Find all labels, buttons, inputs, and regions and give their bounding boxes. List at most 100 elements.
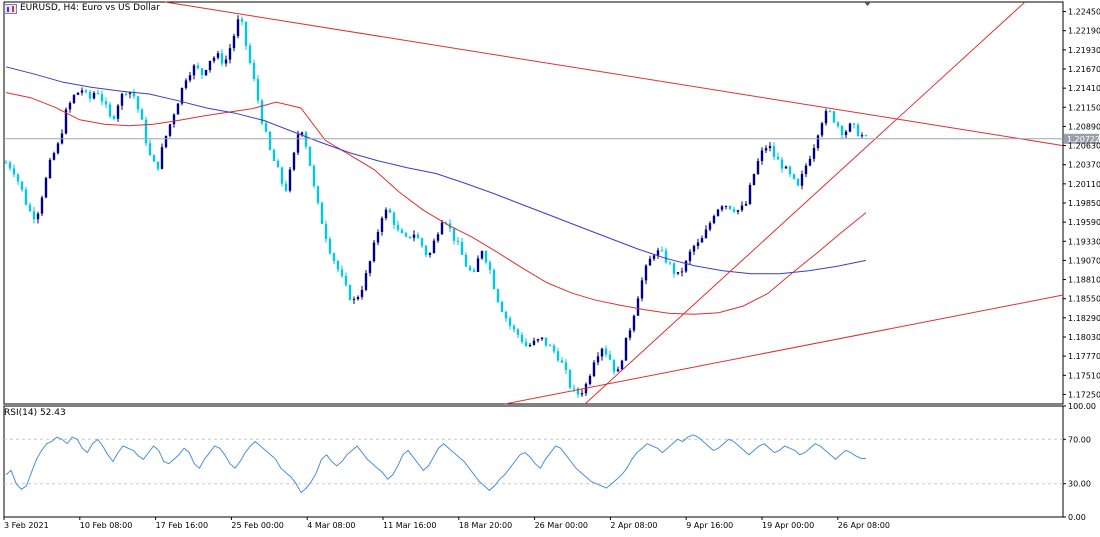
candle-body — [16, 174, 20, 182]
candle-body — [356, 296, 360, 300]
price-tick-label: 1.21670 — [1068, 65, 1100, 74]
candle-body — [44, 177, 48, 198]
candle-body — [624, 337, 628, 361]
candle-body — [572, 387, 576, 389]
candle-body — [440, 222, 444, 235]
candle-body — [500, 301, 504, 312]
candle-body — [512, 325, 516, 330]
candle-body — [708, 223, 712, 230]
candle-body — [552, 345, 556, 352]
candle-body — [4, 162, 8, 164]
candle-body — [320, 202, 324, 225]
candle-body — [132, 92, 136, 97]
price-tick-label: 1.21930 — [1068, 46, 1100, 55]
price-tick-label: 1.20370 — [1068, 161, 1100, 170]
candle-body — [464, 254, 468, 267]
candle-body — [348, 285, 352, 300]
candle-body — [372, 242, 376, 262]
candle-body — [832, 111, 836, 123]
current-price-label-bg — [1064, 133, 1099, 144]
candle-body — [316, 186, 320, 203]
time-tick-label: 17 Feb 16:00 — [156, 521, 208, 530]
candle-body — [488, 262, 492, 270]
candle-body — [608, 354, 612, 360]
candle-body — [400, 229, 404, 234]
candle-body — [580, 393, 584, 395]
candle-body — [536, 339, 540, 341]
candle-body — [212, 57, 216, 61]
candle-body — [516, 329, 520, 335]
candle-body — [728, 205, 732, 210]
candle-body — [560, 360, 564, 363]
candle-body — [76, 92, 80, 95]
rsi-label: RSI(14) 52.43 — [4, 408, 66, 418]
candle-body — [384, 209, 388, 219]
time-tick-label: 3 Feb 2021 — [4, 521, 49, 530]
candle-body — [820, 123, 824, 136]
candle-body — [184, 80, 188, 88]
candle-body — [264, 123, 268, 132]
candle-body — [72, 94, 76, 104]
candle-body — [588, 376, 592, 384]
candle-body — [336, 260, 340, 270]
candle-body — [772, 146, 776, 157]
time-tick-label: 26 Mar 00:00 — [535, 521, 588, 530]
candle-body — [668, 262, 672, 264]
candle-body — [768, 146, 772, 149]
time-tick-label: 9 Apr 16:00 — [686, 521, 733, 530]
candle-body — [656, 250, 660, 256]
candle-body — [636, 298, 640, 316]
shift-marker-icon — [864, 2, 871, 6]
candle-body — [376, 231, 380, 243]
chart-type-icon — [4, 4, 17, 14]
candle-body — [524, 341, 528, 347]
candle-body — [24, 189, 28, 205]
candle-body — [680, 271, 684, 273]
candle-body — [472, 270, 476, 272]
price-tick-label: 1.19590 — [1068, 218, 1100, 227]
candle-body — [648, 258, 652, 266]
candle-body — [568, 370, 572, 388]
time-tick-label: 2 Apr 08:00 — [610, 521, 657, 530]
candle-body — [112, 116, 116, 119]
candle-body — [96, 92, 100, 94]
candle-body — [64, 109, 68, 134]
candle-body — [764, 148, 768, 151]
price-tick-label: 1.18030 — [1068, 333, 1100, 342]
candle-body — [100, 93, 104, 102]
candle-body — [288, 169, 292, 191]
candle-body — [260, 100, 264, 124]
candle-body — [20, 181, 24, 190]
time-tick-label: 10 Feb 08:00 — [80, 521, 132, 530]
time-axis: 3 Feb 2021 10 Feb 08:00 17 Feb 16:00 25 Feb… — [3, 517, 890, 530]
candle-body — [420, 238, 424, 246]
current-price-label: 1.20722 — [1067, 135, 1100, 144]
candle-body — [308, 146, 312, 166]
candle-body — [844, 131, 848, 136]
time-tick-label: 19 Apr 00:00 — [762, 521, 814, 530]
candle-body — [192, 65, 196, 76]
candle-body — [236, 19, 240, 36]
time-tick-label: 18 Mar 20:00 — [459, 521, 512, 530]
candle-body — [676, 272, 680, 274]
rsi-tick-label: 70.00 — [1068, 435, 1091, 444]
candle-body — [408, 236, 412, 238]
candle-body — [232, 35, 236, 49]
candle-body — [716, 209, 720, 216]
candle-body — [600, 348, 604, 357]
candle-body — [196, 65, 200, 69]
candle-body — [36, 213, 40, 220]
candle-body — [660, 250, 664, 252]
candle-body — [56, 143, 60, 154]
price-tick-label: 1.17250 — [1068, 390, 1100, 399]
candle-body — [328, 238, 332, 254]
candle-body — [388, 209, 392, 213]
candle-body — [720, 206, 724, 210]
candle-body — [368, 261, 372, 274]
candle-body — [312, 165, 316, 187]
candle-body — [396, 224, 400, 230]
candle-body — [432, 240, 436, 254]
candle-body — [612, 359, 616, 372]
